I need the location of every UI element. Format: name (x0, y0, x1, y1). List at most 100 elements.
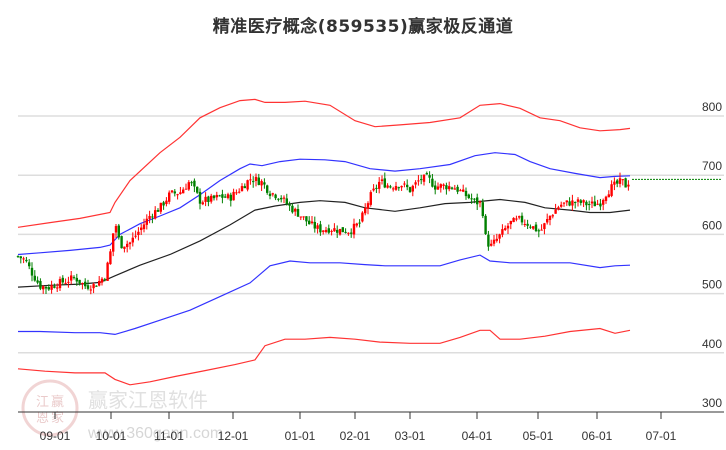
candle-body (165, 200, 168, 205)
x-tick-label: 03-01 (395, 429, 426, 443)
candle-body (229, 194, 232, 201)
candle-body (47, 287, 50, 290)
y-tick-label: 500 (702, 278, 722, 292)
candle-body (442, 184, 445, 186)
candle-body (212, 195, 216, 199)
candle-body (464, 190, 468, 197)
candle-body (403, 183, 406, 185)
candle-body (431, 178, 434, 187)
candle-body (184, 188, 188, 190)
candle-body (260, 181, 263, 186)
candle-body (504, 228, 507, 230)
candle-body (182, 189, 185, 194)
candle-body (98, 281, 101, 286)
candle-body (520, 215, 524, 223)
watermark-brand: 赢家江恩软件 (88, 388, 208, 412)
candle-body (142, 224, 146, 230)
candle-body (602, 199, 605, 205)
candle-body (294, 208, 297, 212)
x-tick-label: 06-01 (582, 429, 613, 443)
band-outer_lower (17, 327, 631, 386)
candle-body (246, 180, 249, 190)
candle-body (204, 196, 207, 202)
x-tick-label: 11-01 (154, 429, 184, 443)
candle-body (336, 229, 339, 233)
x-tick-label: 02-01 (340, 429, 371, 443)
candle-body (207, 196, 210, 203)
candle-body (445, 185, 448, 190)
candle-body (574, 202, 577, 204)
candle-body (134, 235, 137, 237)
candle-body (369, 192, 372, 205)
y-tick-label: 700 (702, 159, 722, 173)
candle-body (568, 201, 571, 206)
band-middle (17, 198, 631, 288)
band-outer_upper (17, 98, 631, 228)
candle-body (338, 228, 342, 235)
seal-char: 家 (51, 410, 64, 426)
candle-body (176, 194, 179, 196)
candle-body (506, 225, 510, 229)
candle-body (420, 179, 423, 181)
candle-body (585, 201, 588, 206)
candle-body (218, 195, 221, 197)
candle-body (557, 207, 560, 210)
candle-body (540, 229, 543, 231)
candle-body (64, 282, 67, 284)
candle-body (565, 200, 568, 203)
candle-body (187, 182, 190, 190)
candle-body (224, 196, 227, 198)
candle-body (448, 186, 451, 190)
candle-body (607, 194, 610, 198)
candle-body (268, 193, 272, 197)
candle-body (593, 201, 596, 207)
candle-body (529, 226, 532, 228)
candle-body (322, 230, 325, 232)
candle-body (375, 187, 378, 189)
candle-body (36, 280, 39, 283)
candle-body (151, 216, 154, 218)
candle-body (249, 179, 252, 181)
candle-body (456, 186, 459, 192)
candle-body (92, 284, 95, 289)
candle-body (274, 194, 277, 199)
candle-body (271, 193, 274, 195)
candle-body (492, 239, 496, 244)
candle-body (484, 215, 487, 235)
candle-body (498, 234, 501, 239)
candle-body (344, 231, 347, 233)
candle-body (512, 217, 515, 223)
candle-body (590, 201, 594, 204)
candle-body (232, 191, 235, 201)
candle-body (137, 231, 140, 236)
candle-body (361, 212, 364, 222)
candle-body (341, 227, 344, 233)
candle-body (372, 188, 375, 191)
candle-body (56, 287, 59, 289)
candle-body (170, 190, 174, 193)
candle-body (95, 285, 98, 287)
x-axis: 09-01 10-01 11-01 12-01 01-01 02-01 03-01 04-01… (18, 411, 724, 443)
candle-body (616, 180, 619, 184)
candle-body (355, 223, 358, 226)
candle-body (509, 220, 512, 225)
y-tick-label: 300 (702, 396, 722, 410)
candle-body (411, 185, 414, 192)
candle-body (70, 275, 73, 281)
candle-body (537, 230, 540, 232)
grid-lines (18, 115, 724, 354)
candle-body (571, 200, 574, 206)
candle-body (84, 281, 87, 287)
candle-body (240, 186, 244, 192)
candle-body (282, 197, 286, 199)
y-tick-label: 800 (702, 100, 722, 114)
candle-body (288, 204, 291, 206)
candle-body (190, 182, 193, 184)
candle-body (266, 185, 269, 193)
candle-body (106, 262, 109, 281)
candle-body (221, 194, 224, 198)
candle-body (554, 209, 557, 214)
candle-body (123, 246, 126, 249)
candle-body (109, 251, 112, 265)
candle-body (28, 262, 31, 267)
